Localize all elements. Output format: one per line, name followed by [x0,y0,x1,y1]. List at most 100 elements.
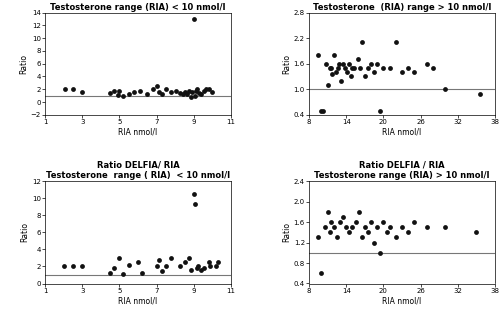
Point [119,272,127,277]
Point [184,92,192,97]
X-axis label: RIA nmol/l: RIA nmol/l [118,128,158,137]
Point [318,271,326,276]
Point [208,90,216,95]
Point [404,230,412,235]
Point [361,225,369,230]
Y-axis label: Ratio: Ratio [19,54,28,74]
Point [367,220,375,225]
Point [196,91,203,96]
Point [314,53,322,58]
Point [338,78,345,83]
Point [386,225,394,230]
Point [168,90,175,95]
Point [404,66,412,71]
Point [190,192,198,197]
Point [370,240,378,245]
Point [326,66,334,71]
Point [354,57,362,62]
Point [110,88,118,93]
Point [176,91,184,96]
Point [367,61,375,66]
Point [182,260,190,265]
Point [200,88,208,93]
Point [156,257,164,262]
Point [324,209,332,215]
Point [106,271,114,276]
Point [172,88,180,93]
Point [182,89,190,94]
Point [398,70,406,75]
Point [202,87,210,92]
Y-axis label: Ratio: Ratio [282,54,291,74]
X-axis label: RIA nmol/l: RIA nmol/l [382,296,422,306]
Point [185,255,193,261]
Point [124,92,132,97]
Point [398,225,406,230]
Point [322,61,330,66]
Point [361,74,369,79]
Point [364,230,372,235]
Point [346,74,354,79]
Point [343,70,351,75]
Point [168,255,175,261]
Point [194,87,202,92]
Point [194,264,202,269]
X-axis label: RIA nmol/l: RIA nmol/l [382,128,422,137]
Point [358,235,366,240]
Point [332,70,340,75]
Point [152,264,160,269]
Point [358,40,366,45]
Point [78,264,86,269]
Point [350,66,358,71]
Point [158,92,166,97]
Point [187,94,195,100]
Point [352,220,360,225]
Point [326,230,334,235]
Point [69,87,77,92]
Point [410,220,418,225]
Point [380,220,388,225]
Point [78,89,86,94]
Y-axis label: Ratio: Ratio [20,222,29,242]
Point [373,61,381,66]
Point [380,66,388,71]
Point [410,70,418,75]
Point [130,90,138,95]
Point [339,215,347,220]
Point [348,225,356,230]
Point [204,260,212,265]
Title: Ratio DELFIA / RIA
Testosterone range (RIA) > 10 nmol/l: Ratio DELFIA / RIA Testosterone range (R… [314,160,490,180]
Point [348,66,356,71]
Point [356,66,364,71]
Point [320,108,328,113]
Point [429,66,437,71]
Point [138,271,145,276]
Point [190,16,198,21]
Point [158,268,166,273]
Point [197,92,205,97]
Point [328,72,336,77]
Title: Ratio ARCHITECT/ RIA
Testosterone  (RIA) range > 10 nmol/l: Ratio ARCHITECT/ RIA Testosterone (RIA) … [313,0,491,12]
Point [346,230,354,235]
Point [392,40,400,45]
Point [119,93,127,98]
Point [192,89,200,94]
Point [187,267,195,272]
Point [423,61,431,66]
Point [334,66,342,71]
Point [333,235,341,240]
Point [352,8,360,13]
Point [330,225,338,230]
Point [106,91,114,96]
Point [376,108,384,113]
Point [190,93,198,98]
Point [344,61,352,66]
Y-axis label: Ratio: Ratio [282,222,291,242]
Point [472,230,480,235]
Point [318,108,326,113]
Point [212,264,220,269]
Point [324,83,332,88]
Point [423,225,431,230]
Point [373,225,381,230]
Point [178,92,186,97]
